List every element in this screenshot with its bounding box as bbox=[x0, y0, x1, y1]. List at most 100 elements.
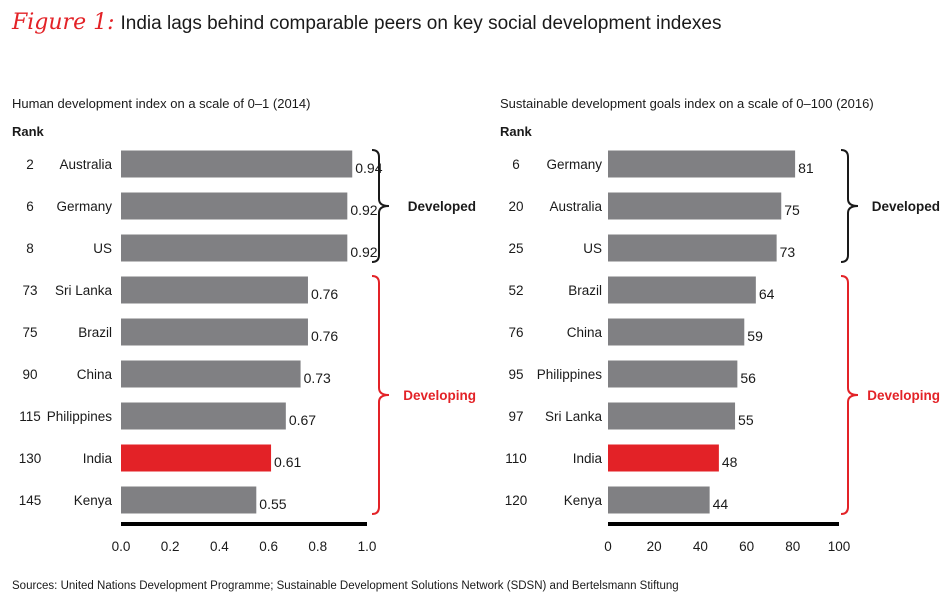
sources-note: Sources: United Nations Development Prog… bbox=[12, 580, 679, 592]
value-label: 0.55 bbox=[259, 496, 286, 512]
bar bbox=[121, 318, 308, 346]
rank-header: Rank bbox=[500, 124, 533, 139]
rank-label: 120 bbox=[505, 493, 528, 508]
rank-header: Rank bbox=[12, 124, 45, 139]
rank-label: 52 bbox=[508, 283, 523, 298]
value-label: 0.76 bbox=[311, 328, 338, 344]
value-label: 0.92 bbox=[350, 244, 377, 260]
rank-label: 20 bbox=[508, 199, 523, 214]
tick-label: 0.4 bbox=[210, 539, 229, 554]
country-label: Philippines bbox=[537, 367, 603, 382]
chart-title: Sustainable development goals index on a… bbox=[500, 96, 874, 111]
figure-title-text: India lags behind comparable peers on ke… bbox=[120, 13, 722, 34]
rank-label: 25 bbox=[508, 241, 523, 256]
developing-label: Developing bbox=[403, 388, 476, 403]
rank-label: 90 bbox=[22, 367, 37, 382]
developed-label: Developed bbox=[872, 199, 940, 214]
country-label: China bbox=[567, 325, 603, 340]
bar bbox=[121, 192, 348, 220]
bar bbox=[121, 486, 257, 514]
rank-label: 75 bbox=[22, 325, 37, 340]
figure-label: Figure 1: bbox=[12, 10, 115, 35]
rank-label: 6 bbox=[512, 157, 520, 172]
bar-highlight bbox=[608, 444, 719, 472]
bar bbox=[608, 192, 782, 220]
rank-label: 95 bbox=[508, 367, 523, 382]
bar bbox=[121, 360, 301, 388]
developing-brace bbox=[840, 275, 859, 515]
chart-title: Human development index on a scale of 0–… bbox=[12, 96, 310, 111]
developed-brace bbox=[840, 149, 859, 263]
country-label: Australia bbox=[59, 157, 112, 172]
value-label: 0.61 bbox=[274, 454, 301, 470]
country-label: Australia bbox=[549, 199, 602, 214]
figure-title: Figure 1: India lags behind comparable pe… bbox=[12, 10, 722, 35]
country-label: Kenya bbox=[74, 493, 113, 508]
value-label: 0.76 bbox=[311, 286, 338, 302]
tick-label: 100 bbox=[828, 539, 851, 554]
tick-label: 1.0 bbox=[358, 539, 377, 554]
rank-label: 110 bbox=[505, 451, 527, 466]
tick-label: 20 bbox=[647, 539, 662, 554]
value-label: 75 bbox=[784, 202, 800, 218]
country-label: China bbox=[77, 367, 113, 382]
country-label: Philippines bbox=[47, 409, 113, 424]
tick-label: 0.8 bbox=[308, 539, 327, 554]
country-label: US bbox=[583, 241, 602, 256]
tick-label: 0.0 bbox=[112, 539, 131, 554]
bar bbox=[608, 318, 745, 346]
value-label: 0.67 bbox=[289, 412, 316, 428]
rank-label: 73 bbox=[22, 283, 37, 298]
chart-2: Sustainable development goals index on a… bbox=[500, 96, 940, 554]
country-label: US bbox=[93, 241, 112, 256]
bar bbox=[121, 276, 308, 304]
country-label: Brazil bbox=[568, 283, 602, 298]
bar bbox=[121, 150, 353, 178]
value-label: 0.94 bbox=[355, 160, 382, 176]
value-label: 0.92 bbox=[350, 202, 377, 218]
country-label: Kenya bbox=[564, 493, 603, 508]
rank-label: 97 bbox=[508, 409, 523, 424]
country-label: India bbox=[83, 451, 113, 466]
value-label: 44 bbox=[713, 496, 729, 512]
bar bbox=[608, 402, 736, 430]
country-label: Sri Lanka bbox=[545, 409, 603, 424]
rank-label: 145 bbox=[19, 493, 42, 508]
tick-label: 80 bbox=[785, 539, 800, 554]
bar bbox=[608, 150, 796, 178]
country-label: Sri Lanka bbox=[55, 283, 113, 298]
bar bbox=[608, 486, 710, 514]
bar bbox=[121, 402, 286, 430]
country-label: Germany bbox=[546, 157, 602, 172]
value-label: 55 bbox=[738, 412, 754, 428]
chart-1: Human development index on a scale of 0–… bbox=[12, 96, 476, 554]
bar bbox=[608, 360, 738, 388]
developing-brace bbox=[371, 275, 390, 515]
bar bbox=[608, 276, 756, 304]
value-label: 0.73 bbox=[304, 370, 331, 386]
rank-label: 2 bbox=[26, 157, 34, 172]
tick-label: 0.2 bbox=[161, 539, 180, 554]
value-label: 73 bbox=[780, 244, 796, 260]
tick-label: 0 bbox=[604, 539, 612, 554]
value-label: 56 bbox=[740, 370, 756, 386]
rank-label: 76 bbox=[508, 325, 523, 340]
value-label: 48 bbox=[722, 454, 738, 470]
tick-label: 60 bbox=[739, 539, 754, 554]
bar bbox=[608, 234, 777, 262]
tick-label: 40 bbox=[693, 539, 708, 554]
country-label: Brazil bbox=[78, 325, 112, 340]
value-label: 81 bbox=[798, 160, 814, 176]
rank-label: 6 bbox=[26, 199, 34, 214]
country-label: Germany bbox=[56, 199, 112, 214]
developing-label: Developing bbox=[867, 388, 940, 403]
value-label: 59 bbox=[747, 328, 763, 344]
country-label: India bbox=[573, 451, 603, 466]
developed-brace bbox=[371, 149, 390, 263]
bar-highlight bbox=[121, 444, 272, 472]
tick-label: 0.6 bbox=[259, 539, 278, 554]
rank-label: 115 bbox=[19, 409, 41, 424]
rank-label: 8 bbox=[26, 241, 34, 256]
value-label: 64 bbox=[759, 286, 775, 302]
